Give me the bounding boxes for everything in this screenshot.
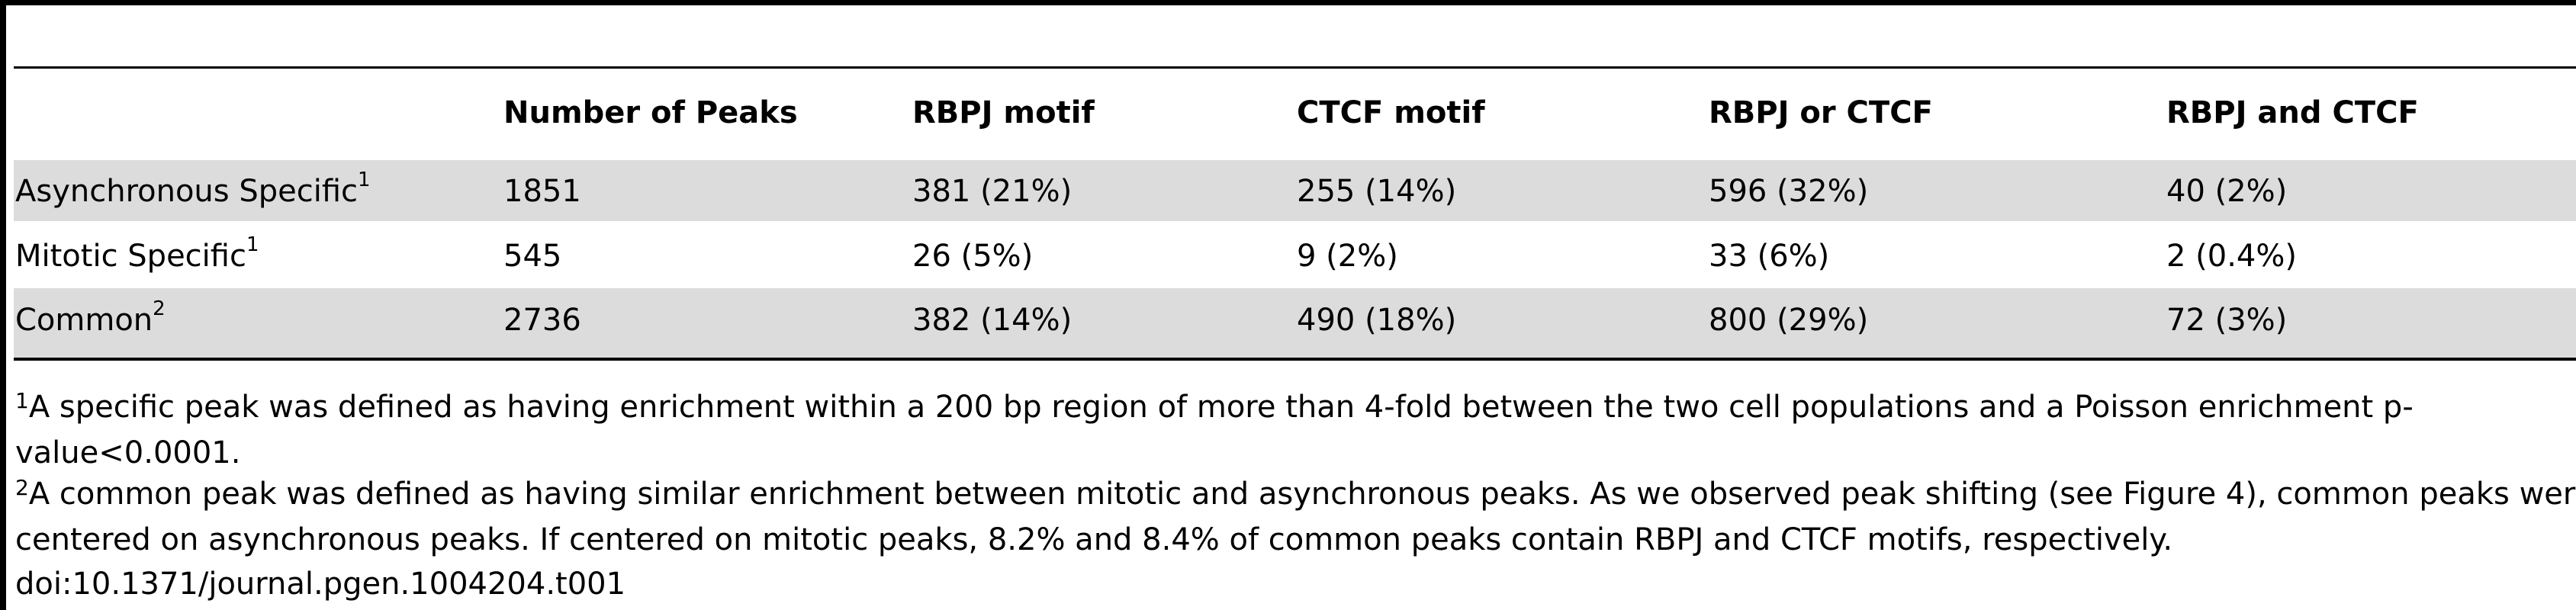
column-header-number-of-peaks: Number of Peaks xyxy=(503,95,798,130)
table-cell: 2736 xyxy=(503,303,581,338)
column-header-rbpj-or-ctcf: RBPJ or CTCF xyxy=(1709,95,1933,130)
table-cell: 255 (14%) xyxy=(1297,174,1457,209)
table-cell: 40 (2%) xyxy=(2166,174,2288,209)
row-label-text: Common xyxy=(15,303,153,338)
footnote-line: centered on asynchronous peaks. If cente… xyxy=(15,522,2173,557)
footnote-line: value<0.0001. xyxy=(15,435,241,470)
table-cell: 381 (21%) xyxy=(912,174,1073,209)
table-cell: 800 (29%) xyxy=(1709,303,1869,338)
table-cell: 2 (0.4%) xyxy=(2166,239,2297,274)
row-label-common: Common2 xyxy=(15,299,166,339)
row-label-asynchronous-specific: Asynchronous Specific1 xyxy=(15,170,371,210)
footnote-1: 1A specific peak was defined as having e… xyxy=(15,386,2563,474)
table-cell: 33 (6%) xyxy=(1709,239,1830,274)
footnote-marker: 2 xyxy=(15,475,29,500)
footnote-text: A specific peak was defined as having en… xyxy=(28,390,2414,425)
table-header-rule xyxy=(14,66,2576,69)
table-cell: 1851 xyxy=(503,174,581,209)
table-cell: 382 (14%) xyxy=(912,303,1073,338)
top-border xyxy=(0,0,2576,5)
footnote-marker: 2 xyxy=(153,297,166,320)
table-cell: 26 (5%) xyxy=(912,239,1034,274)
footnote-marker: 1 xyxy=(358,168,371,191)
footnote-text: A common peak was defined as having simi… xyxy=(28,477,2576,512)
table-cell: 9 (2%) xyxy=(1297,239,1398,274)
doi-link[interactable]: doi:10.1371/journal.pgen.1004204.t001 xyxy=(15,567,626,602)
footnote-marker: 1 xyxy=(15,388,29,413)
column-header-rbpj-and-ctcf: RBPJ and CTCF xyxy=(2166,95,2419,130)
left-border xyxy=(0,0,6,610)
table-cell: 490 (18%) xyxy=(1297,303,1457,338)
row-label-mitotic-specific: Mitotic Specific1 xyxy=(15,235,259,274)
row-band-common xyxy=(14,288,2576,358)
footnote-line: 2A common peak was defined as having sim… xyxy=(15,473,2576,518)
footnote-line: 1A specific peak was defined as having e… xyxy=(15,386,2563,432)
table-cell: 545 xyxy=(503,239,562,274)
table-cell: 596 (32%) xyxy=(1709,174,1869,209)
column-header-rbpj-motif: RBPJ motif xyxy=(912,95,1095,130)
row-band-asynchronous xyxy=(14,160,2576,221)
footnote-2: 2A common peak was defined as having sim… xyxy=(15,473,2576,561)
table-cell: 72 (3%) xyxy=(2166,303,2288,338)
table-bottom-rule xyxy=(14,358,2576,361)
column-header-ctcf-motif: CTCF motif xyxy=(1297,95,1485,130)
footnote-marker: 1 xyxy=(246,233,259,256)
row-label-text: Asynchronous Specific xyxy=(15,174,359,209)
row-label-text: Mitotic Specific xyxy=(15,239,246,274)
